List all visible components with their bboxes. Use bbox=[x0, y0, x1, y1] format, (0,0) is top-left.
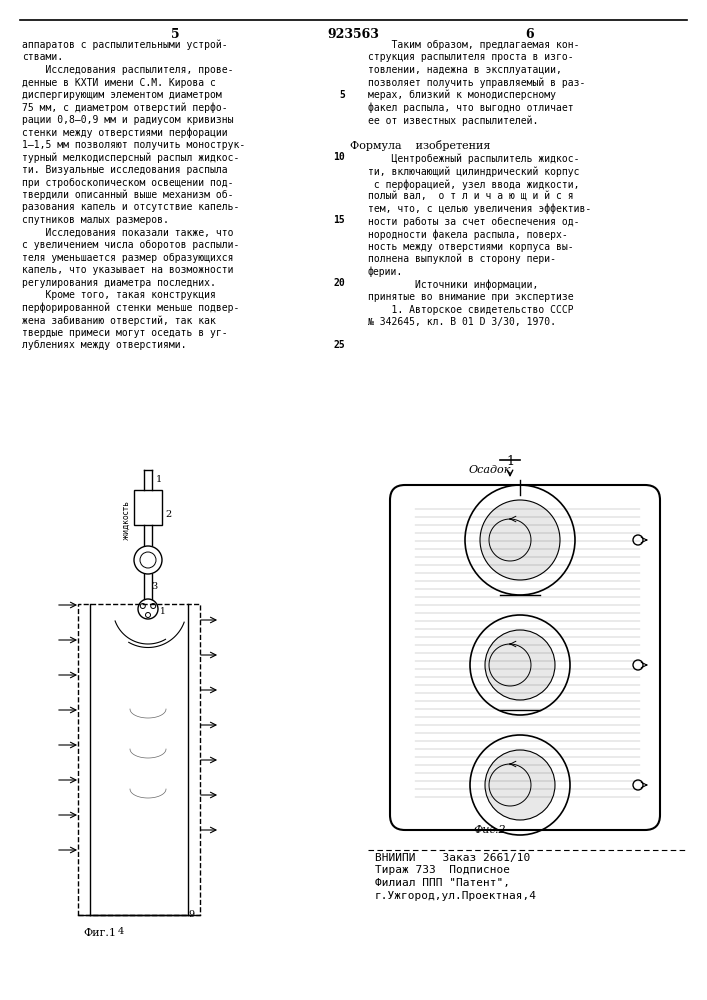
Text: Фиг.1: Фиг.1 bbox=[83, 928, 117, 938]
Text: 5: 5 bbox=[339, 90, 345, 100]
Text: 6: 6 bbox=[526, 28, 534, 41]
Text: полнена выпуклой в сторону пери-: полнена выпуклой в сторону пери- bbox=[368, 254, 556, 264]
Text: 3: 3 bbox=[151, 582, 157, 591]
Text: 15: 15 bbox=[333, 215, 345, 225]
Text: 1–1,5 мм позволяют получить монострук-: 1–1,5 мм позволяют получить монострук- bbox=[22, 140, 245, 150]
Text: тем, что, с целью увеличения эффектив-: тем, что, с целью увеличения эффектив- bbox=[368, 204, 591, 215]
Text: ВНИИПИ    Заказ 2661/10: ВНИИПИ Заказ 2661/10 bbox=[375, 853, 530, 863]
Text: 1: 1 bbox=[156, 475, 162, 484]
Text: жидкость: жидкость bbox=[122, 500, 131, 540]
Text: 923563: 923563 bbox=[327, 28, 379, 41]
Bar bbox=[134, 490, 162, 525]
Text: Тираж 733  Подписное: Тираж 733 Подписное bbox=[375, 865, 510, 875]
Text: Кроме того, такая конструкция: Кроме того, такая конструкция bbox=[22, 290, 216, 300]
Text: 4: 4 bbox=[118, 927, 124, 936]
Text: ствами.: ствами. bbox=[22, 52, 63, 62]
Text: 1: 1 bbox=[160, 607, 165, 616]
Text: ти, включающий цилиндрический корпус: ти, включающий цилиндрический корпус bbox=[368, 166, 580, 177]
Text: диспергирующим элементом диаметром: диспергирующим элементом диаметром bbox=[22, 90, 222, 100]
Text: полый вал,  о т л и ч а ю щ и й с я: полый вал, о т л и ч а ю щ и й с я bbox=[368, 192, 573, 202]
Text: 25: 25 bbox=[333, 340, 345, 350]
Text: ти. Визуальные исследования распыла: ти. Визуальные исследования распыла bbox=[22, 165, 228, 175]
Text: лублениях между отверстиями.: лублениях между отверстиями. bbox=[22, 340, 187, 350]
Text: капель, что указывает на возможности: капель, что указывает на возможности bbox=[22, 265, 233, 275]
Text: 2: 2 bbox=[165, 510, 171, 519]
Text: 1. Авторское свидетельство СССР: 1. Авторское свидетельство СССР bbox=[368, 305, 573, 315]
Text: Филиал ППП "Патент",: Филиал ППП "Патент", bbox=[375, 878, 510, 888]
Text: при стробоскопическом освещении под-: при стробоскопическом освещении под- bbox=[22, 178, 233, 188]
Text: разования капель и отсутствие капель-: разования капель и отсутствие капель- bbox=[22, 202, 240, 213]
Text: перфорированной стенки меньше подвер-: перфорированной стенки меньше подвер- bbox=[22, 302, 240, 313]
Text: Источники информации,: Источники информации, bbox=[368, 280, 538, 290]
Text: Осадок: Осадок bbox=[469, 465, 511, 475]
Text: аппаратов с распылительными устрой-: аппаратов с распылительными устрой- bbox=[22, 40, 228, 50]
Text: мерах, близкий к монодисперсному: мерах, близкий к монодисперсному bbox=[368, 90, 556, 101]
Text: 9: 9 bbox=[188, 910, 194, 919]
Text: стенки между отверстиями перфорации: стенки между отверстиями перфорации bbox=[22, 127, 228, 138]
Text: 20: 20 bbox=[333, 277, 345, 288]
Text: с увеличением числа оборотов распыли-: с увеличением числа оборотов распыли- bbox=[22, 240, 240, 250]
Bar bbox=[78, 604, 200, 915]
Circle shape bbox=[480, 500, 560, 580]
Text: Формула    изобретения: Формула изобретения bbox=[350, 140, 490, 151]
Circle shape bbox=[485, 630, 555, 700]
Text: ферии.: ферии. bbox=[368, 266, 403, 277]
Text: ности работы за счет обеспечения од-: ности работы за счет обеспечения од- bbox=[368, 217, 580, 227]
Text: регулирования диаметра последних.: регулирования диаметра последних. bbox=[22, 277, 216, 288]
Text: денные в КХТИ имени С.М. Кирова с: денные в КХТИ имени С.М. Кирова с bbox=[22, 78, 216, 88]
Text: 10: 10 bbox=[333, 152, 345, 162]
Text: турный мелкодисперсный распыл жидкос-: турный мелкодисперсный распыл жидкос- bbox=[22, 152, 240, 163]
Text: Таким образом, предлагаемая кон-: Таким образом, предлагаемая кон- bbox=[368, 40, 580, 50]
Text: рации 0,8–0,9 мм и радиусом кривизны: рации 0,8–0,9 мм и радиусом кривизны bbox=[22, 115, 233, 125]
Text: г.Ужгород,ул.Проектная,4: г.Ужгород,ул.Проектная,4 bbox=[375, 891, 537, 901]
Text: № 342645, кл. В 01 D 3/30, 1970.: № 342645, кл. В 01 D 3/30, 1970. bbox=[368, 318, 556, 328]
Text: 75 мм, с диаметром отверстий перфо-: 75 мм, с диаметром отверстий перфо- bbox=[22, 103, 228, 113]
Text: с перфорацией, узел ввода жидкости,: с перфорацией, узел ввода жидкости, bbox=[368, 179, 580, 190]
Circle shape bbox=[485, 750, 555, 820]
Text: факел распыла, что выгодно отличает: факел распыла, что выгодно отличает bbox=[368, 103, 573, 113]
Text: Исследования показали также, что: Исследования показали также, что bbox=[22, 228, 233, 237]
Text: Фиг.2: Фиг.2 bbox=[474, 825, 506, 835]
Text: принятые во внимание при экспертизе: принятые во внимание при экспертизе bbox=[368, 292, 573, 302]
Text: нородности факела распыла, поверх-: нородности факела распыла, поверх- bbox=[368, 229, 568, 239]
Text: струкция распылителя проста в изго-: струкция распылителя проста в изго- bbox=[368, 52, 573, 62]
Text: 5: 5 bbox=[170, 28, 180, 41]
Text: Центробежный распылитель жидкос-: Центробежный распылитель жидкос- bbox=[368, 154, 580, 164]
Text: позволяет получить управляемый в раз-: позволяет получить управляемый в раз- bbox=[368, 78, 585, 88]
Text: товлении, надежна в эксплуатации,: товлении, надежна в эксплуатации, bbox=[368, 65, 562, 75]
Text: твердые примеси могут оседать в уг-: твердые примеси могут оседать в уг- bbox=[22, 328, 228, 338]
Text: теля уменьшается размер образующихся: теля уменьшается размер образующихся bbox=[22, 252, 233, 263]
Text: ность между отверстиями корпуса вы-: ность между отверстиями корпуса вы- bbox=[368, 241, 573, 251]
Text: твердили описанный выше механизм об-: твердили описанный выше механизм об- bbox=[22, 190, 233, 200]
Text: жена забиванию отверстий, так как: жена забиванию отверстий, так как bbox=[22, 315, 216, 326]
Text: ее от известных распылителей.: ее от известных распылителей. bbox=[368, 115, 538, 125]
Text: Исследования распылителя, прове-: Исследования распылителя, прове- bbox=[22, 65, 233, 75]
Text: 1: 1 bbox=[506, 455, 514, 468]
Text: спутников малых размеров.: спутников малых размеров. bbox=[22, 215, 169, 225]
